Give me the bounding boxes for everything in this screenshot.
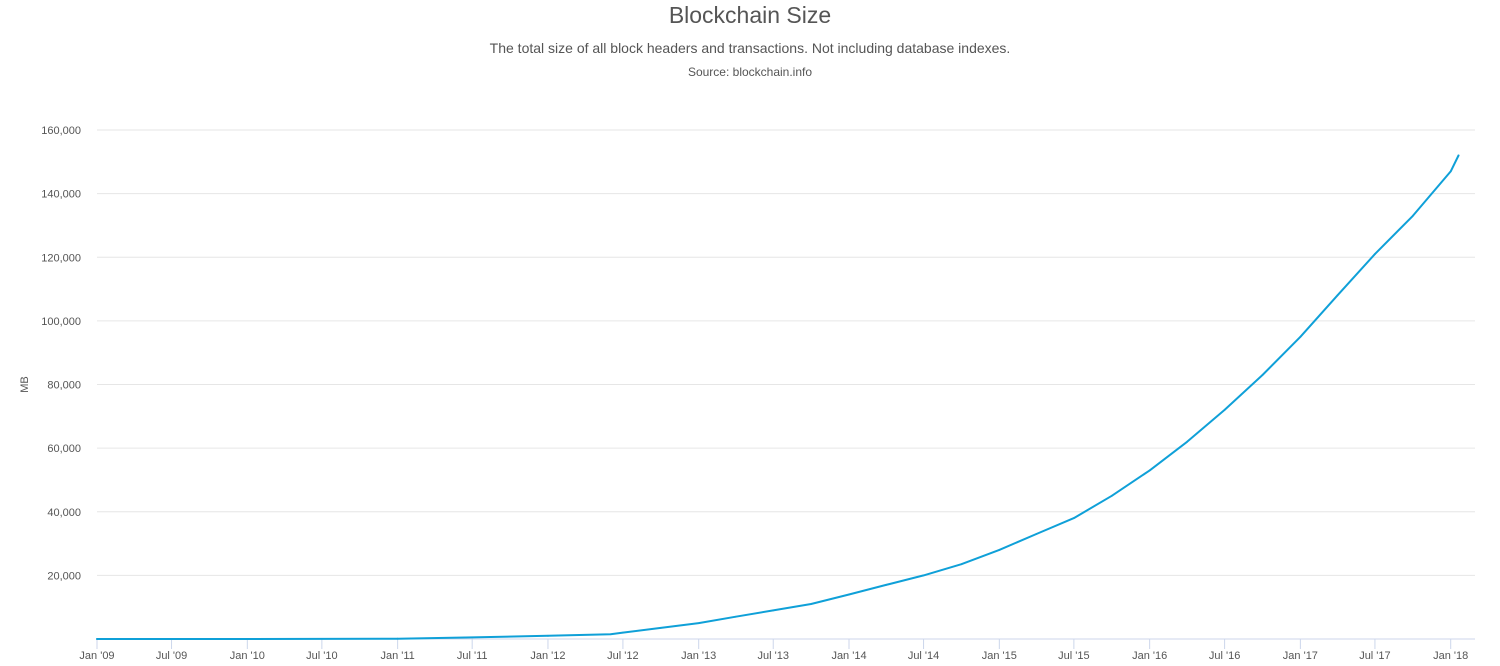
data-point[interactable] bbox=[1035, 533, 1038, 535]
x-tick-label: Jan '16 bbox=[1132, 650, 1167, 662]
x-tick-label: Jul '16 bbox=[1209, 650, 1240, 662]
data-point[interactable] bbox=[547, 634, 549, 637]
data-point[interactable] bbox=[697, 622, 700, 624]
series-layer bbox=[96, 154, 1460, 640]
y-axis-ticks: 20,000 40,000 60,000 80,000 100,000 120,000 14… bbox=[41, 125, 81, 582]
data-point[interactable] bbox=[622, 631, 624, 634]
data-point[interactable] bbox=[1186, 440, 1189, 443]
data-point[interactable] bbox=[1449, 170, 1452, 173]
data-point[interactable] bbox=[1457, 154, 1460, 157]
data-point[interactable] bbox=[659, 626, 662, 629]
y-tick-label: 20,000 bbox=[47, 570, 81, 582]
x-tick-label: Jan '15 bbox=[982, 650, 1017, 662]
x-tick-label: Jan '18 bbox=[1433, 650, 1468, 662]
x-tick-label: Jan '10 bbox=[230, 650, 265, 662]
data-point[interactable] bbox=[885, 584, 887, 586]
y-tick-label: 40,000 bbox=[47, 507, 81, 519]
x-tick-label: Jul '09 bbox=[156, 650, 187, 662]
x-tick-label: Jul '13 bbox=[758, 650, 789, 662]
data-point[interactable] bbox=[922, 574, 925, 577]
data-point[interactable] bbox=[396, 637, 399, 640]
data-point[interactable] bbox=[1223, 409, 1226, 411]
data-point[interactable] bbox=[1110, 494, 1113, 497]
data-point[interactable] bbox=[1299, 335, 1302, 338]
data-point[interactable] bbox=[246, 638, 249, 640]
data-point[interactable] bbox=[848, 593, 850, 596]
x-tick-label: Jul '17 bbox=[1359, 650, 1390, 662]
y-tick-label: 140,000 bbox=[41, 189, 81, 201]
grid-lines bbox=[97, 129, 1475, 576]
chart-title: Blockchain Size bbox=[668, 2, 832, 28]
y-tick-label: 60,000 bbox=[47, 443, 81, 455]
data-point[interactable] bbox=[734, 615, 737, 618]
data-point[interactable] bbox=[1148, 469, 1151, 472]
x-tick-label: Jul '14 bbox=[908, 650, 939, 662]
y-tick-label: 80,000 bbox=[47, 380, 81, 392]
x-axis-ticks: Jan '09 Jul '09 Jan '10 Jul '10 Jan '11 Jul '… bbox=[79, 639, 1468, 662]
x-tick-label: Jul '15 bbox=[1058, 650, 1089, 662]
x-tick-label: Jan '12 bbox=[530, 650, 565, 662]
data-point[interactable] bbox=[1374, 253, 1376, 255]
x-tick-label: Jul '10 bbox=[306, 650, 337, 662]
series-line bbox=[96, 154, 1460, 640]
x-tick-label: Jan '14 bbox=[831, 650, 866, 662]
y-tick-label: 160,000 bbox=[41, 125, 81, 137]
data-point[interactable] bbox=[960, 563, 963, 566]
x-tick-label: Jan '17 bbox=[1283, 650, 1318, 662]
data-point[interactable] bbox=[1072, 517, 1075, 520]
data-point[interactable] bbox=[1336, 294, 1339, 297]
y-axis-title: MB bbox=[19, 376, 31, 393]
chart-source: Source: blockchain.info bbox=[687, 65, 813, 79]
x-tick-label: Jul '11 bbox=[457, 650, 488, 662]
y-tick-label: 100,000 bbox=[41, 316, 81, 328]
x-tick-label: Jan '13 bbox=[681, 650, 716, 662]
chart-subtitle: The total size of all block headers and … bbox=[489, 40, 1011, 56]
data-point[interactable] bbox=[609, 633, 612, 636]
x-tick-label: Jan '09 bbox=[79, 650, 114, 662]
data-point[interactable] bbox=[772, 609, 775, 612]
data-point[interactable] bbox=[998, 549, 1001, 551]
y-tick-label: 120,000 bbox=[41, 252, 81, 264]
data-point[interactable] bbox=[96, 638, 98, 640]
x-tick-label: Jan '11 bbox=[380, 650, 414, 662]
data-point[interactable] bbox=[1411, 214, 1414, 217]
x-tick-label: Jul '12 bbox=[607, 650, 638, 662]
data-point[interactable] bbox=[471, 636, 474, 639]
data-point[interactable] bbox=[810, 603, 813, 605]
data-point[interactable] bbox=[1261, 374, 1264, 376]
